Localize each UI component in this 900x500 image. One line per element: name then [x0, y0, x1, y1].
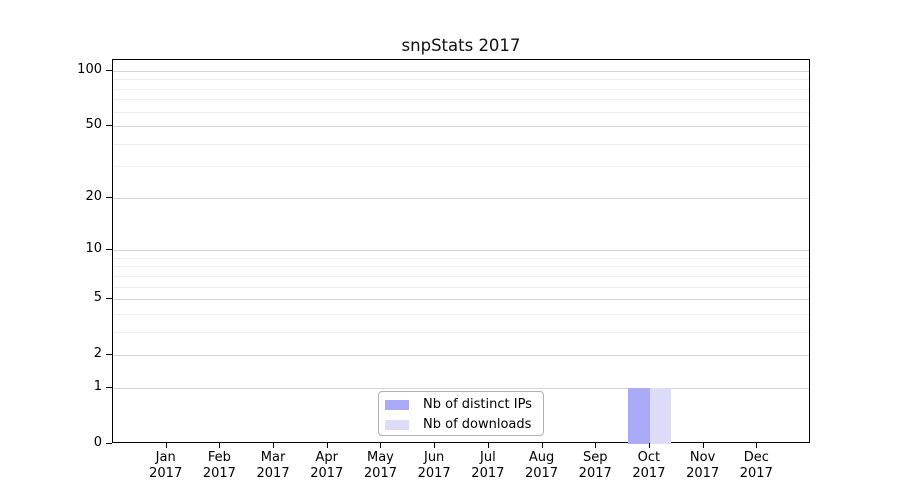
x-axis-tick — [702, 443, 704, 448]
x-tick-label: Sep 2017 — [578, 450, 612, 481]
y-gridline-minor — [113, 88, 809, 90]
x-axis-tick — [595, 443, 597, 448]
y-axis-tick — [106, 70, 112, 71]
x-tick-label: Feb 2017 — [202, 450, 236, 481]
plot-area — [112, 59, 810, 444]
y-axis-tick — [106, 196, 112, 198]
x-axis-tick — [219, 443, 221, 448]
legend: Nb of distinct IPs Nb of downloads — [378, 391, 544, 436]
legend-item-downloads: Nb of downloads — [385, 415, 537, 435]
legend-label-downloads: Nb of downloads — [423, 417, 532, 432]
y-gridline-minor — [113, 275, 809, 277]
y-gridline-major — [113, 299, 809, 301]
y-axis-tick — [106, 354, 112, 356]
x-tick-label: Apr 2017 — [310, 450, 344, 481]
y-gridline-minor — [113, 99, 809, 101]
y-gridline-major — [113, 197, 809, 199]
y-tick-label: 20 — [85, 188, 102, 204]
y-tick-label: 2 — [93, 346, 102, 362]
y-gridline-minor — [113, 266, 809, 268]
y-axis-tick — [106, 125, 112, 127]
y-axis-tick — [106, 386, 112, 388]
x-axis-tick — [434, 443, 436, 448]
y-gridline-minor — [113, 313, 809, 315]
legend-swatch-distinct-ips — [385, 400, 409, 410]
y-tick-label: 10 — [85, 241, 102, 257]
x-tick-label: Jan 2017 — [149, 450, 183, 481]
y-gridline-major — [113, 387, 809, 389]
x-axis-tick — [648, 443, 650, 448]
x-tick-label: Jul 2017 — [471, 450, 505, 481]
y-tick-label: 100 — [77, 62, 102, 77]
legend-swatch-downloads — [385, 420, 409, 430]
x-axis-tick — [165, 443, 167, 448]
x-axis-tick — [380, 443, 382, 448]
x-tick-label: Jun 2017 — [417, 450, 451, 481]
y-tick-label: 50 — [85, 117, 102, 133]
y-gridline-minor — [113, 111, 809, 113]
y-gridline-minor — [113, 143, 809, 145]
y-tick-label: 0 — [93, 435, 102, 450]
y-gridline-minor — [113, 79, 809, 81]
y-gridline-major — [113, 250, 809, 252]
chart-title: snpStats 2017 — [401, 36, 521, 55]
x-axis-tick — [541, 443, 543, 448]
x-tick-label: Oct 2017 — [632, 450, 666, 481]
y-axis-tick — [106, 443, 112, 444]
x-tick-label: Nov 2017 — [686, 450, 720, 481]
y-gridline-minor — [113, 286, 809, 288]
x-tick-label: Mar 2017 — [256, 450, 290, 481]
legend-item-distinct-ips: Nb of distinct IPs — [385, 395, 537, 415]
x-axis-tick — [273, 443, 275, 448]
y-gridline-minor — [113, 166, 809, 168]
y-gridline-major — [113, 71, 809, 72]
x-axis-tick — [487, 443, 489, 448]
legend-label-distinct-ips: Nb of distinct IPs — [423, 397, 532, 412]
y-axis-tick — [106, 249, 112, 251]
bar-nb-of-downloads — [649, 387, 672, 444]
x-tick-label: Aug 2017 — [524, 450, 559, 481]
y-gridline-major — [113, 126, 809, 128]
y-gridline-minor — [113, 257, 809, 259]
x-tick-label: May 2017 — [363, 450, 397, 481]
y-axis-tick — [106, 298, 112, 300]
bar-nb-of-distinct-ips — [628, 387, 650, 444]
x-axis-tick — [326, 443, 328, 448]
x-axis-tick — [756, 443, 758, 448]
x-tick-label: Dec 2017 — [739, 450, 773, 481]
y-gridline-minor — [113, 331, 809, 333]
y-gridline-major — [113, 355, 809, 357]
y-tick-label: 5 — [93, 290, 102, 306]
y-tick-label: 1 — [93, 378, 102, 394]
